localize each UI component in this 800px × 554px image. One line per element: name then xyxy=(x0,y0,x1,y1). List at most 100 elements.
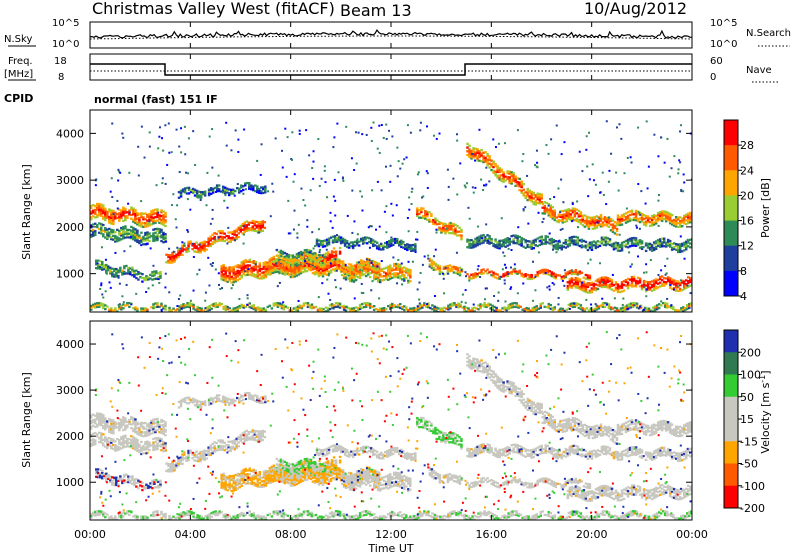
power-cell xyxy=(278,267,282,271)
power-cell xyxy=(582,284,586,287)
power-cell xyxy=(342,265,346,269)
power-cell xyxy=(362,267,366,270)
power-speckle xyxy=(214,238,217,241)
power-cell xyxy=(122,237,125,240)
power-cell xyxy=(337,267,341,271)
power-speckle xyxy=(659,240,662,243)
power-cell xyxy=(112,222,115,226)
power-cell xyxy=(193,250,196,253)
power-cell xyxy=(478,153,481,157)
power-cell xyxy=(152,237,155,241)
power-speckle xyxy=(474,186,477,189)
power-cell xyxy=(332,254,336,258)
power-cell xyxy=(110,238,113,241)
power-cell xyxy=(152,305,155,308)
power-cell xyxy=(636,243,640,246)
power-cell xyxy=(573,211,577,214)
power-cell xyxy=(258,267,262,271)
power-cell xyxy=(333,263,337,267)
power-cell xyxy=(254,266,258,269)
power-cell xyxy=(102,206,105,209)
power-speckle xyxy=(226,305,229,308)
power-cell xyxy=(215,240,218,243)
power-speckle xyxy=(300,187,303,190)
power-speckle xyxy=(147,287,150,290)
power-cell xyxy=(156,227,159,230)
power-cell xyxy=(240,264,244,268)
power-cell xyxy=(203,246,206,249)
power-cell xyxy=(129,271,132,274)
power-cell xyxy=(298,304,302,307)
power-speckle xyxy=(359,190,362,193)
power-speckle xyxy=(576,200,579,203)
power-cell xyxy=(588,283,592,287)
power-cell xyxy=(315,272,319,275)
power-speckle xyxy=(148,220,151,223)
power-cell xyxy=(642,221,646,224)
power-cell xyxy=(498,277,501,280)
power-cell xyxy=(350,278,354,281)
power-cell xyxy=(690,215,692,218)
power-cell xyxy=(408,245,411,249)
power-cell xyxy=(146,233,149,236)
power-speckle xyxy=(302,199,305,202)
power-speckle xyxy=(464,186,467,189)
power-cell xyxy=(140,225,143,228)
power-cell xyxy=(307,256,311,259)
power-cell xyxy=(238,304,241,308)
power-cell xyxy=(265,267,269,271)
power-cell xyxy=(250,272,254,275)
power-cell xyxy=(319,258,323,261)
power-cell xyxy=(654,287,658,290)
power-cell xyxy=(684,213,688,216)
power-cell xyxy=(684,244,688,247)
power-cell xyxy=(634,285,638,288)
power-cell xyxy=(640,247,644,251)
power-speckle xyxy=(312,160,315,163)
power-cell xyxy=(652,286,656,290)
power-cell xyxy=(430,259,434,262)
power-cell xyxy=(536,237,539,240)
power-cell xyxy=(370,269,374,272)
power-speckle xyxy=(280,255,283,258)
power-speckle xyxy=(435,309,438,312)
power-cell xyxy=(99,260,102,263)
power-speckle xyxy=(297,300,300,303)
power-cell xyxy=(335,263,339,267)
power-cell xyxy=(265,264,269,267)
power-speckle xyxy=(304,204,307,207)
power-cell xyxy=(251,229,255,232)
power-cell xyxy=(428,218,431,221)
power-cell xyxy=(621,310,625,312)
power-cell xyxy=(121,269,124,272)
power-cell xyxy=(225,189,229,192)
power-cell xyxy=(508,172,511,175)
power-cell xyxy=(666,240,670,243)
power-cell xyxy=(262,275,266,278)
power-cell xyxy=(156,235,159,238)
power-cell xyxy=(644,249,648,253)
power-cell xyxy=(335,265,339,268)
power-cell xyxy=(674,280,678,283)
power-speckle xyxy=(234,129,237,132)
power-cell xyxy=(413,306,416,310)
power-cell xyxy=(586,282,590,285)
power-cell xyxy=(356,308,360,312)
power-cell xyxy=(514,177,517,180)
power-speckle xyxy=(353,220,356,223)
power-cell xyxy=(650,284,654,287)
power-cell xyxy=(360,264,364,267)
power-cell xyxy=(279,271,283,274)
power-cell xyxy=(238,266,241,269)
power-cell xyxy=(239,226,243,229)
power-cell xyxy=(634,279,638,282)
power-cell xyxy=(192,307,195,310)
power-cell xyxy=(626,218,630,221)
power-cell xyxy=(313,252,317,255)
power-cell xyxy=(193,188,197,192)
power-cell xyxy=(122,303,125,306)
power-speckle xyxy=(673,155,676,158)
power-cell xyxy=(209,187,213,190)
power-cell xyxy=(348,278,352,281)
power-cell xyxy=(212,304,215,308)
